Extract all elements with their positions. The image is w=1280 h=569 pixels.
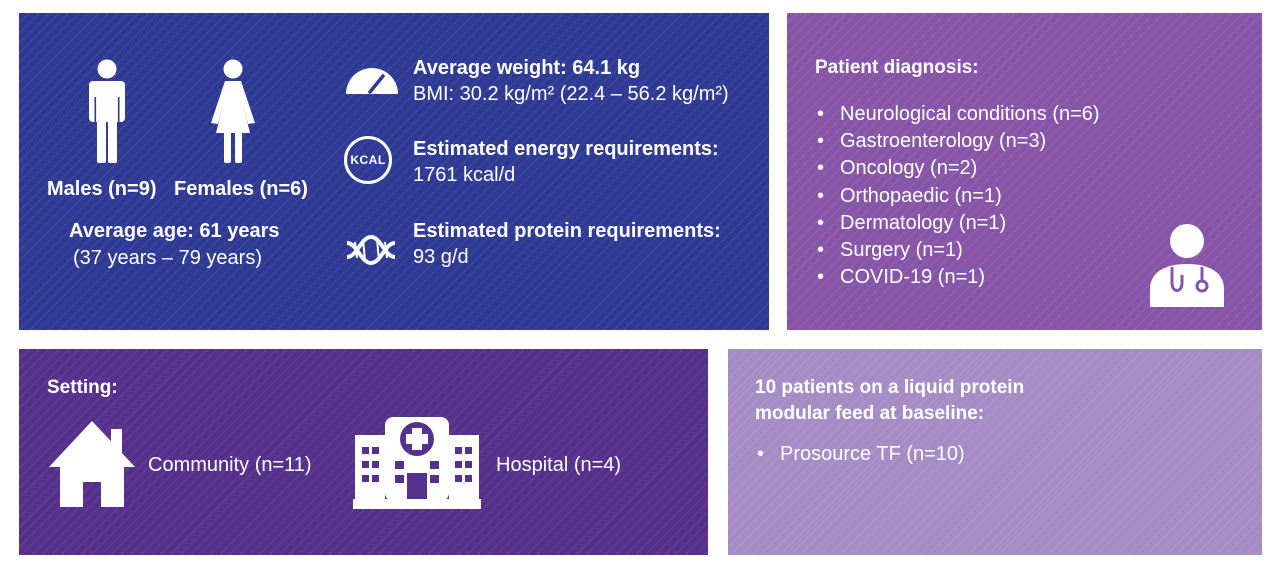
list-item: Surgery (n=1) [815, 237, 1100, 264]
diagnosis-panel: Patient diagnosis: Neurological conditio… [787, 13, 1262, 330]
male-icon [89, 59, 125, 163]
protein-value: 93 g/d [413, 246, 469, 268]
age-title: Average age: 61 years [69, 220, 280, 242]
diagnosis-title: Patient diagnosis: [815, 57, 979, 78]
energy-value: 1761 kcal/d [413, 164, 516, 186]
doctor-icon [1150, 224, 1224, 307]
hospital-label: Hospital (n=4) [496, 454, 622, 476]
energy-title: Estimated energy requirements: [413, 138, 719, 160]
females-label: Females (n=6) [174, 178, 308, 200]
list-item: Neurological conditions (n=6) [815, 101, 1100, 128]
feed-panel: 10 patients on a liquid protein modular … [728, 349, 1262, 555]
demographics-panel: Males (n=9) Females (n=6) Average age: 6… [19, 13, 769, 330]
feed-title-line1: 10 patients on a liquid protein [755, 377, 1025, 398]
list-item: Orthopaedic (n=1) [815, 183, 1100, 210]
males-label: Males (n=9) [47, 178, 157, 200]
house-icon [49, 421, 135, 507]
setting-title: Setting: [47, 377, 118, 398]
bmi-line: BMI: 30.2 kg/m² (22.4 – 56.2 kg/m²) [413, 83, 729, 105]
hospital-icon [353, 417, 481, 509]
list-item: Gastroenterology (n=3) [815, 128, 1100, 155]
age-range: (37 years – 79 years) [73, 247, 262, 269]
kcal-icon-text: KCAL [350, 153, 386, 167]
list-item: Oncology (n=2) [815, 155, 1100, 182]
female-icon [211, 59, 255, 163]
community-label: Community (n=11) [148, 454, 312, 476]
gauge-icon [346, 68, 398, 94]
dna-icon [346, 234, 396, 266]
kcal-icon: KCAL [343, 135, 393, 185]
feed-list: Prosource TF (n=10) [755, 441, 965, 468]
setting-panel: Setting: Community (n=11) Hospital (n=4) [19, 349, 708, 555]
list-item: Prosource TF (n=10) [755, 441, 965, 468]
protein-title: Estimated protein requirements: [413, 220, 721, 242]
list-item: COVID-19 (n=1) [815, 264, 1100, 291]
diagnosis-list: Neurological conditions (n=6) Gastroente… [815, 101, 1100, 292]
feed-title-line2: modular feed at baseline: [755, 403, 985, 424]
weight-title: Average weight: 64.1 kg [413, 57, 641, 79]
list-item: Dermatology (n=1) [815, 210, 1100, 237]
